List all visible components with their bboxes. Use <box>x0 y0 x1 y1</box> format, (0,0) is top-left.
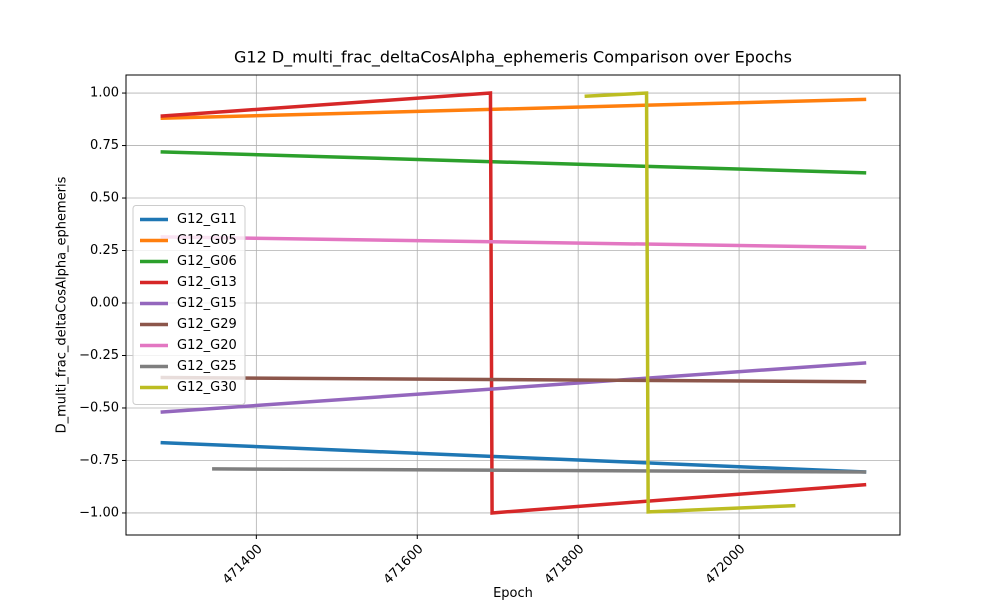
y-tick-label: −0.75 <box>79 453 119 468</box>
x-axis-label: Epoch <box>493 586 533 600</box>
legend-label: G12_G06 <box>177 254 237 269</box>
y-tick-label: −1.00 <box>79 505 119 520</box>
legend-label: G12_G29 <box>177 317 237 332</box>
y-tick-label: 0.00 <box>90 296 119 311</box>
y-tick-label: −0.25 <box>79 348 119 363</box>
legend-label: G12_G15 <box>177 296 237 311</box>
y-tick-label: 0.50 <box>90 191 119 206</box>
line-series <box>160 97 867 120</box>
legend-box <box>132 205 246 405</box>
line-series <box>160 91 867 515</box>
plot-frame <box>125 74 901 536</box>
y-tick-label: 1.00 <box>90 86 119 101</box>
line-series <box>160 440 867 474</box>
y-tick-label: 0.25 <box>90 243 119 258</box>
line-series <box>160 361 867 414</box>
legend-label: G12_G13 <box>177 275 237 290</box>
line-series <box>160 150 867 175</box>
line-series <box>584 91 796 514</box>
chart-title: G12 D_multi_frac_deltaCosAlpha_ephemeris… <box>234 48 792 68</box>
y-tick-label: 0.75 <box>90 138 119 153</box>
line-series <box>160 235 867 250</box>
legend-label: G12_G11 <box>177 212 237 227</box>
legend-label: G12_G30 <box>177 380 237 395</box>
legend-label: G12_G25 <box>177 359 237 374</box>
y-tick-label: −0.50 <box>79 400 119 415</box>
y-axis-label: D_multi_frac_deltaCosAlpha_ephemeris <box>55 176 70 433</box>
line-series <box>212 467 867 474</box>
legend-label: G12_G05 <box>177 233 237 248</box>
line-series <box>160 375 867 384</box>
legend-label: G12_G20 <box>177 338 237 353</box>
